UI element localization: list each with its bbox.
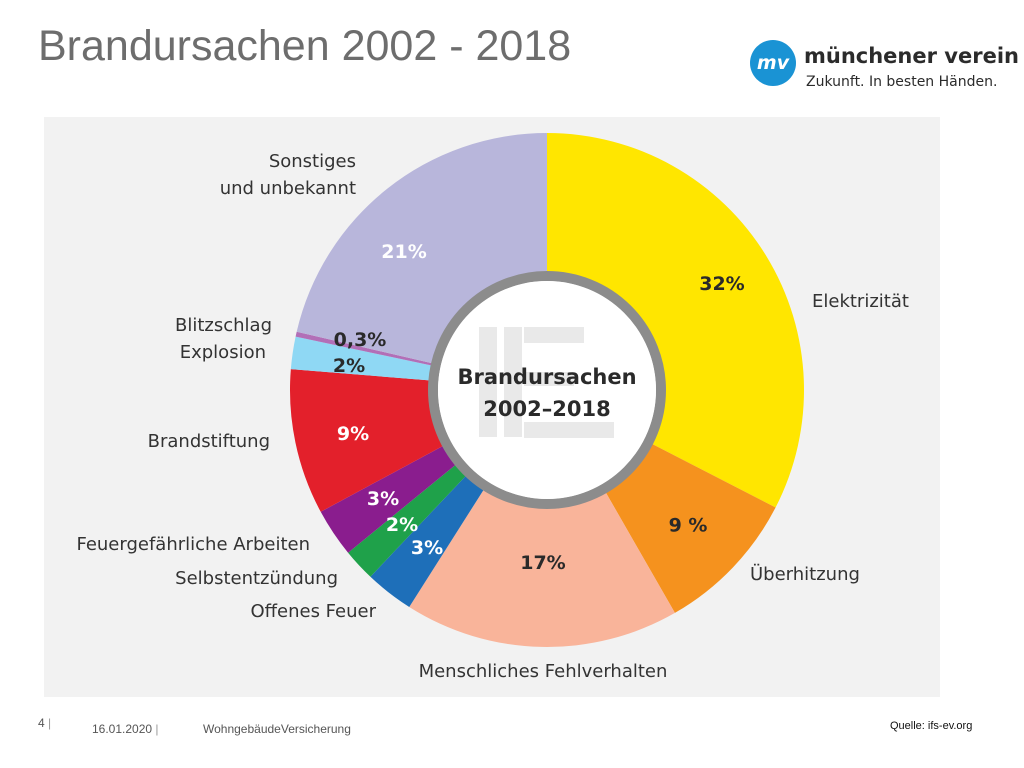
category-label-blitzschlag: Blitzschlag [175, 315, 272, 336]
value-label-offenes-feuer: 3% [411, 537, 443, 559]
value-label-menschliches-fehlverhalten: 17% [520, 552, 565, 574]
pie-slice-sonstiges-und-unbekannt [296, 133, 547, 364]
pie-slice-brandstiftung [290, 369, 444, 512]
pie-slice-feuergefaehrliche-arbeiten [320, 445, 456, 553]
donut-chart: Brandursachen 2002–2018 32% Elektrizität 9 … [76, 133, 909, 682]
company-logo[interactable]: mv münchener verein Zukunft. In besten H… [750, 40, 1019, 100]
center-disc [438, 281, 656, 499]
category-label-ueberhitzung: Überhitzung [750, 563, 860, 585]
footer-document: WohngebäudeVersicherung [203, 722, 351, 736]
pie-slice-offenes-feuer [370, 475, 484, 607]
center-ring [428, 271, 666, 509]
category-label-feuergefaehrliche-arbeiten: Feuergefährliche Arbeiten [76, 534, 310, 555]
pie-slice-explosion [290, 336, 432, 381]
category-label-brandstiftung: Brandstiftung [148, 431, 270, 452]
value-label-sonstiges-und-unbekannt: 21% [381, 241, 426, 263]
value-label-ueberhitzung: 9 % [669, 515, 708, 537]
category-label-menschliches-fehlverhalten: Menschliches Fehlverhalten [419, 661, 668, 682]
chart-slices [290, 133, 804, 647]
separator: | [48, 716, 52, 730]
footer-source: Quelle: ifs-ev.org [890, 720, 973, 732]
separator: | [155, 722, 159, 736]
value-label-brandstiftung: 9% [337, 423, 369, 445]
category-label-selbstentzuendung: Selbstentzündung [175, 568, 338, 589]
value-label-explosion: 2% [333, 355, 365, 377]
category-label-sonstiges-und-unbekannt: Sonstiges und unbekannt [220, 151, 356, 199]
center-title: Brandursachen [457, 365, 636, 389]
chart-panel: Brandursachen 2002–2018 32% Elektrizität 9 … [44, 117, 940, 697]
category-label-offenes-feuer: Offenes Feuer [250, 601, 376, 622]
date-text: 16.01.2020 [92, 722, 153, 736]
pie-slice-ueberhitzung [605, 443, 776, 613]
center-subtitle: 2002–2018 [483, 397, 610, 421]
chart-labels: 32% Elektrizität 9 % Überhitzung 17% Menschli… [76, 151, 908, 682]
mv-logo-icon: mv [750, 40, 796, 86]
slide-title: Brandursachen 2002 - 2018 [38, 22, 572, 70]
category-label-elektrizitaet: Elektrizität [812, 291, 909, 312]
logo-tagline: Zukunft. In besten Händen. [806, 74, 998, 90]
value-label-blitzschlag: 0,3% [334, 329, 387, 351]
chart-center: Brandursachen 2002–2018 [428, 271, 666, 509]
page-number: 4 [38, 716, 45, 730]
pie-slice-menschliches-fehlverhalten [409, 489, 675, 647]
pie-slice-blitzschlag [295, 331, 433, 366]
pie-slice-selbstentzuendung [348, 464, 466, 577]
value-label-elektrizitaet: 32% [699, 273, 744, 295]
value-label-selbstentzuendung: 2% [386, 514, 418, 536]
value-label-feuergefaehrliche-arbeiten: 3% [367, 488, 399, 510]
footer-page-number: 4 | [38, 716, 51, 730]
ifs-watermark-icon [479, 327, 614, 438]
footer-date: 16.01.2020 | [92, 722, 159, 736]
logo-name: münchener verein [804, 44, 1019, 68]
pie-slice-elektrizitaet [547, 133, 804, 508]
category-label-explosion: Explosion [180, 342, 266, 363]
